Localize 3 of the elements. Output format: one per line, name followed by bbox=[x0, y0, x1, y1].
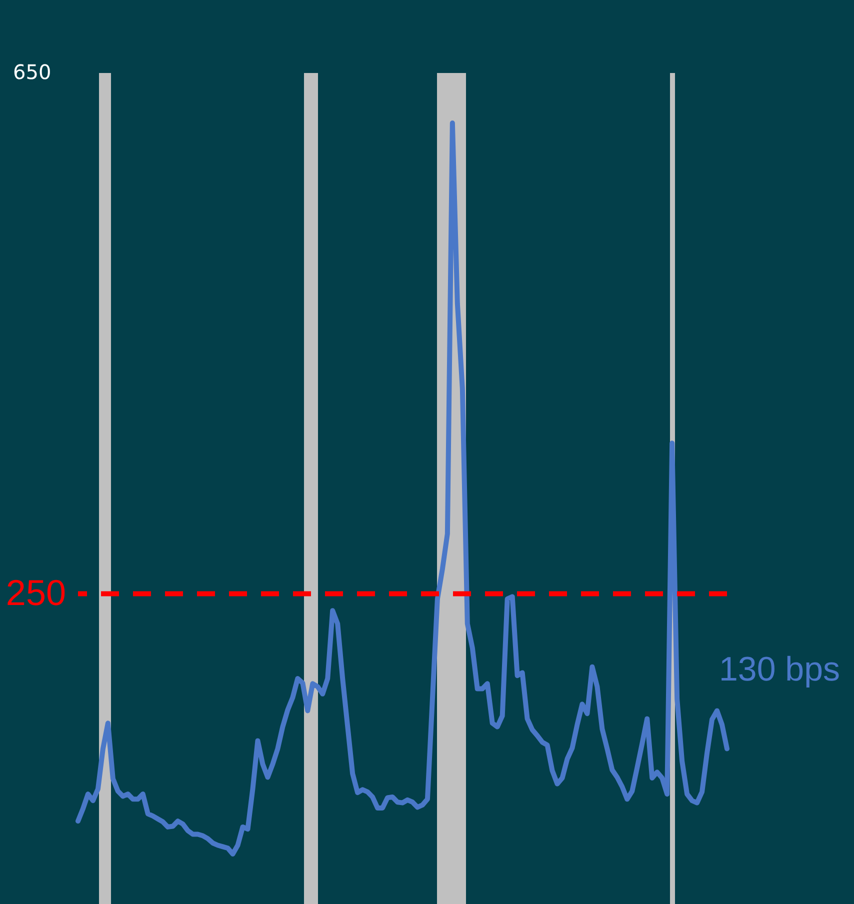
text: 250 bbox=[6, 572, 66, 613]
annotation: 130 bps bbox=[719, 650, 840, 689]
text: 650 bbox=[13, 60, 52, 84]
